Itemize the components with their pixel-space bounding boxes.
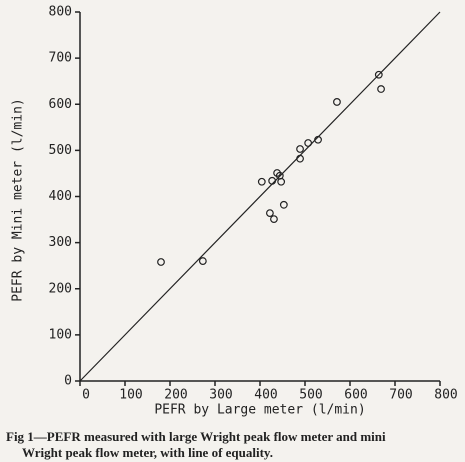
point [257, 177, 266, 186]
x-tick-label: 600 [344, 388, 367, 403]
x-tick-label: 200 [164, 388, 187, 403]
line-of-equality [79, 11, 441, 382]
x-tick-label: 100 [119, 388, 142, 403]
x-tick-label: 0 [82, 388, 90, 403]
x-tick-label: 300 [209, 388, 232, 403]
x-tick-label: 700 [389, 388, 412, 403]
caption: Wright peak flow meter, with line of equ… [22, 445, 273, 460]
y-tick-label: 0 [64, 374, 72, 389]
point [277, 177, 286, 186]
x-axis-label: PEFR by Large meter (l/min) [154, 403, 365, 418]
y-tick-label: 200 [49, 281, 72, 296]
y-tick-label: 700 [49, 51, 72, 66]
point [296, 154, 304, 163]
y-axis-label: PEFR by Mini meter (l/min) [11, 98, 26, 302]
y-tick-label: 800 [49, 5, 72, 20]
point [279, 200, 288, 209]
point [377, 85, 385, 93]
x-tick-label: 400 [254, 388, 277, 403]
caption: Fig 1—PEFR measured with large Wright pe… [6, 429, 386, 444]
x-tick-label: 800 [434, 388, 457, 403]
point [198, 257, 207, 265]
point [296, 145, 304, 153]
y-tick-label: 400 [49, 189, 72, 204]
y-tick-label: 100 [49, 327, 72, 342]
point [270, 215, 278, 224]
x-tick-label: 500 [299, 388, 322, 403]
point [333, 98, 341, 106]
point [304, 139, 313, 147]
y-tick-label: 500 [49, 143, 72, 158]
y-tick-label: 600 [49, 97, 72, 112]
y-tick-label: 300 [49, 235, 72, 250]
point [266, 209, 274, 218]
point [314, 135, 322, 144]
point [374, 70, 383, 79]
point [157, 258, 165, 266]
point [268, 176, 277, 185]
